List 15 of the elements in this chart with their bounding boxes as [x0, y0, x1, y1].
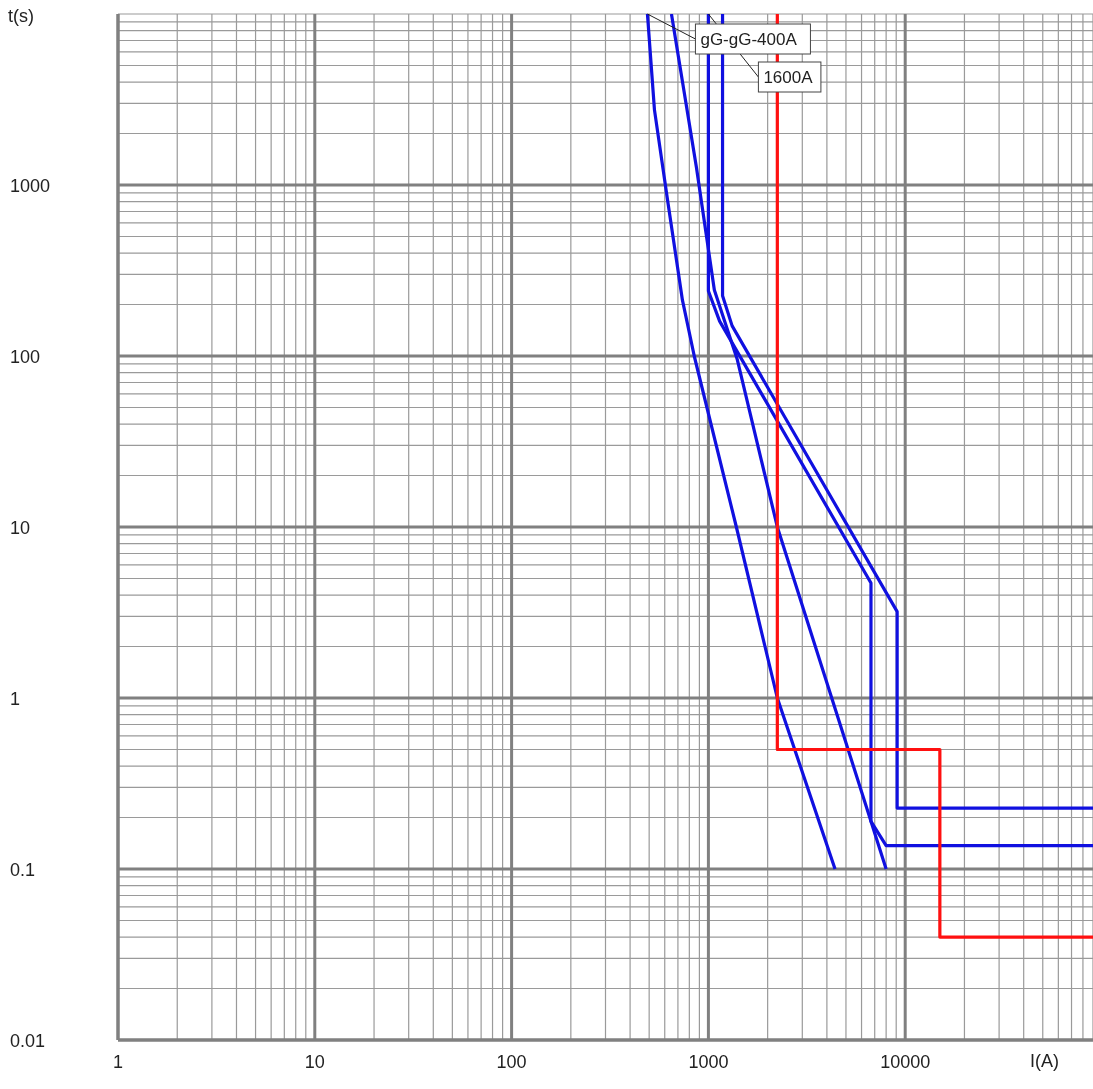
x-tick-label: 10: [304, 1052, 325, 1072]
x-tick-label: 1000: [688, 1052, 729, 1072]
y-tick-label: 1: [10, 688, 21, 709]
annotation: 1600A: [763, 68, 814, 87]
y-tick-label: 1000: [10, 175, 51, 196]
y-tick-label: 0.01: [10, 1030, 46, 1051]
y-tick-label: 0.1: [10, 859, 36, 880]
x-tick-label: 10000: [880, 1052, 931, 1072]
annotation: gG-gG-400A: [700, 30, 798, 49]
x-tick-label: 1: [112, 1052, 124, 1072]
y-tick-label: 10: [10, 517, 31, 538]
y-axis-title: t(s): [8, 6, 34, 27]
x-axis-title: I(A): [1030, 1051, 1059, 1072]
y-tick-label: 100: [10, 346, 41, 367]
x-tick-label: 100: [496, 1052, 527, 1072]
